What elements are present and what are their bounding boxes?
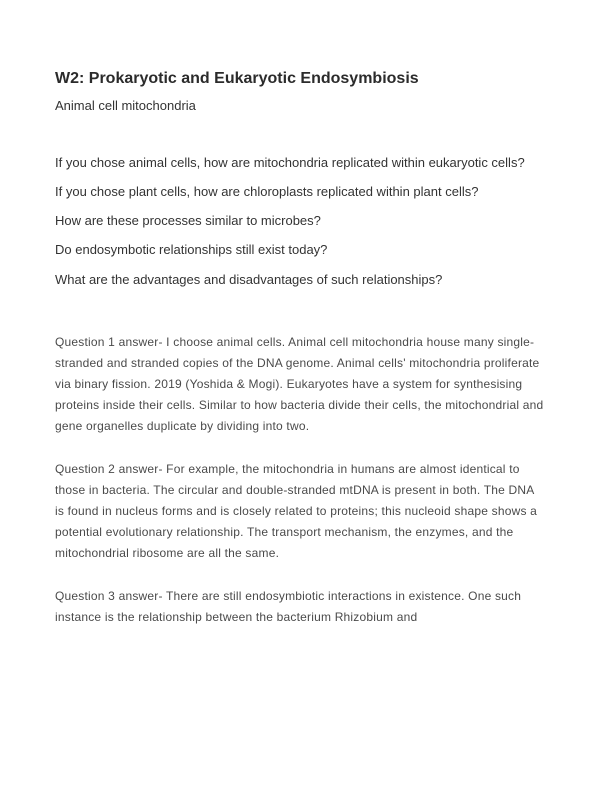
question-text: What are the advantages and disadvantage… <box>55 270 545 290</box>
question-text: Do endosymbotic relationships still exis… <box>55 240 545 260</box>
answer-paragraph: Question 2 answer- For example, the mito… <box>55 459 545 564</box>
question-text: If you chose plant cells, how are chloro… <box>55 182 545 202</box>
answer-paragraph: Question 1 answer- I choose animal cells… <box>55 332 545 437</box>
answer-paragraph: Question 3 answer- There are still endos… <box>55 586 545 628</box>
page-title: W2: Prokaryotic and Eukaryotic Endosymbi… <box>55 70 545 88</box>
answers-section: Question 1 answer- I choose animal cells… <box>55 332 545 628</box>
question-text: How are these processes similar to micro… <box>55 211 545 231</box>
page-subtitle: Animal cell mitochondria <box>55 98 545 113</box>
question-text: If you chose animal cells, how are mitoc… <box>55 153 545 173</box>
